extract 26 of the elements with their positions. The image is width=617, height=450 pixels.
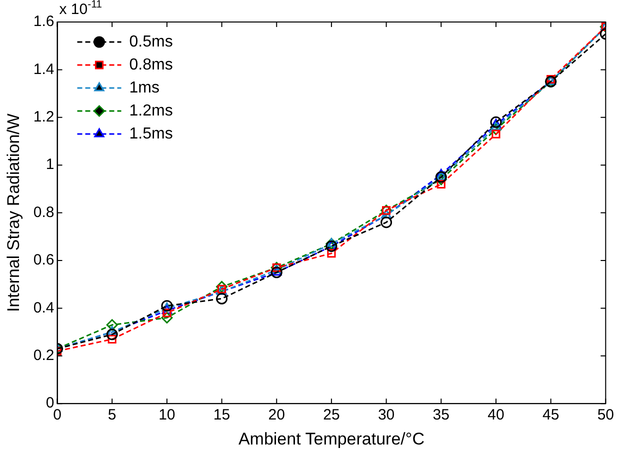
legend-label: 1ms — [129, 79, 160, 96]
x-tick-label: 20 — [268, 406, 285, 424]
legend-label: 1.5ms — [129, 125, 173, 142]
y-tick-label: 1 — [46, 156, 54, 174]
x-tick-label: 10 — [158, 406, 176, 424]
y-tick-label: 1.6 — [33, 13, 54, 30]
x-axis-title: Ambient Temperature/°C — [238, 429, 424, 448]
y-tick-label: 0.4 — [33, 299, 54, 316]
x-tick-label: 40 — [488, 406, 504, 424]
legend-label: 0.5ms — [129, 33, 173, 50]
x-tick-label: 30 — [378, 406, 395, 424]
x-tick-label: 5 — [108, 406, 116, 424]
y-tick-label: 0.6 — [33, 252, 54, 269]
x-tick-label: 45 — [542, 406, 560, 424]
legend-label: 0.8ms — [129, 56, 173, 74]
x-tick-label: 25 — [323, 406, 340, 424]
x-tick-label: 35 — [432, 406, 450, 424]
x-tick-label: 15 — [213, 406, 230, 424]
legend-label: 1.2ms — [129, 102, 173, 120]
y-tick-label: 0.8 — [33, 204, 54, 221]
y-tick-label: 0 — [46, 394, 54, 412]
y-tick-label: 1.4 — [33, 60, 54, 78]
x-tick-label: 50 — [597, 406, 614, 424]
y-tick-label: 1.2 — [33, 108, 54, 126]
y-tick-label: 0.2 — [33, 347, 54, 364]
y-axis-title: Internal Stray Radiation/W — [4, 114, 23, 312]
